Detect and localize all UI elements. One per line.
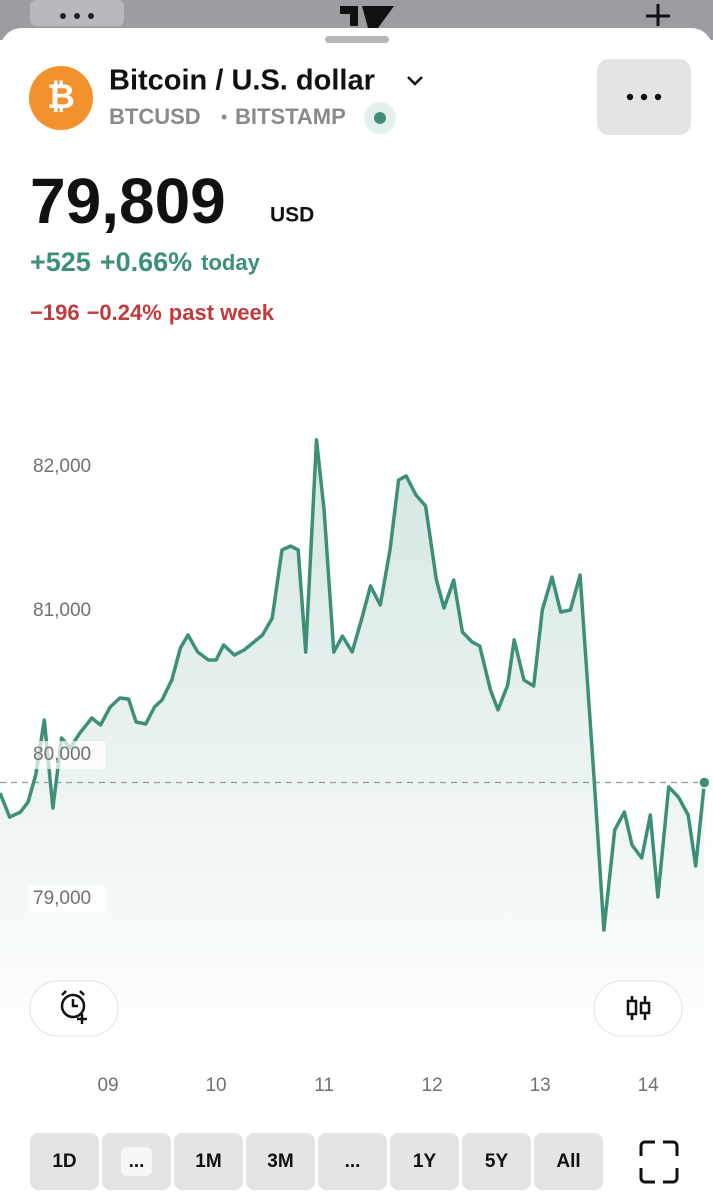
change: −196 [30,300,80,325]
x-tick-label: 09 [97,1075,118,1096]
range-label[interactable]: 5Y [485,1151,509,1172]
y-tick-label: 82,000 [33,456,91,477]
range-button-inner [121,1147,152,1176]
alarm-icon [60,993,86,1019]
x-tick-label: 11 [314,1075,334,1096]
area-fill [0,439,705,1060]
price: 79,809 [30,165,226,237]
range-button[interactable] [246,1133,315,1190]
y-tick-label-bg [28,885,106,913]
separator: • [221,107,227,127]
change: +525 [30,247,91,277]
range-label[interactable]: ... [129,1151,145,1172]
chart-style-button[interactable] [593,980,683,1037]
range-bar: 1D... 1M 3M... 1Y 5Y All [30,1133,603,1190]
alarm-icon-detail [61,990,87,1024]
range-button[interactable] [534,1133,603,1190]
x-tick-label: 14 [638,1075,660,1096]
last-point [698,776,711,789]
ticker: BTCUSD [109,104,201,129]
range-button[interactable] [390,1133,459,1190]
bitcoin-logo [29,66,93,130]
exchange: BITSTAMP [235,104,346,129]
y-tick-label-bg [28,741,106,769]
range-label[interactable]: All [556,1151,580,1172]
currency: USD [270,204,314,227]
dot [88,13,94,19]
dot [74,13,80,19]
price-chart: 79,000 80,000 81,000 82,000 09 10 11 12 13 14 [0,438,713,1096]
market-status-dot [374,112,386,124]
range-label[interactable]: 1M [195,1151,221,1172]
candle-icon [639,1001,651,1015]
range-label[interactable]: 3M [267,1151,293,1172]
candle-icon [626,999,638,1016]
x-tick-label: 10 [205,1075,226,1096]
drag-handle[interactable] [325,36,389,43]
fullscreen-icon[interactable] [639,1140,679,1184]
x-tick-label: 13 [530,1075,551,1096]
symbol-title[interactable]: Bitcoin / U.S. dollar [109,65,375,97]
range-label[interactable]: 1Y [413,1151,437,1172]
range-button[interactable] [30,1133,99,1190]
range-button[interactable] [462,1133,531,1190]
y-tick-label-bg [28,453,106,481]
dot [626,93,634,101]
range-label[interactable]: 1D [52,1151,76,1172]
app-logo [340,6,394,28]
alert-button[interactable] [29,980,119,1037]
chevron[interactable] [407,76,423,86]
period-label: past week [169,300,275,325]
y-tick-label: 81,000 [33,600,91,621]
y-tick-label-bg [28,597,106,625]
logo-symbol: ₿ [47,78,75,116]
range-button[interactable] [318,1133,387,1190]
x-tick-label: 12 [422,1075,443,1096]
change-today: +525 +0.66% today [30,247,261,277]
change-percent: +0.66% [100,247,192,277]
dot [640,93,648,101]
y-tick-label: 79,000 [33,888,91,909]
change-percent: −0.24% [87,300,162,325]
dot [60,13,66,19]
price-line [0,438,707,932]
y-tick-label: 80,000 [33,744,91,765]
range-button[interactable] [174,1133,243,1190]
add-icon[interactable] [646,4,670,26]
range-label[interactable]: ... [345,1151,361,1172]
dot [654,93,662,101]
period-label: today [201,250,260,275]
change-week: −196 −0.24% past week [30,300,275,325]
